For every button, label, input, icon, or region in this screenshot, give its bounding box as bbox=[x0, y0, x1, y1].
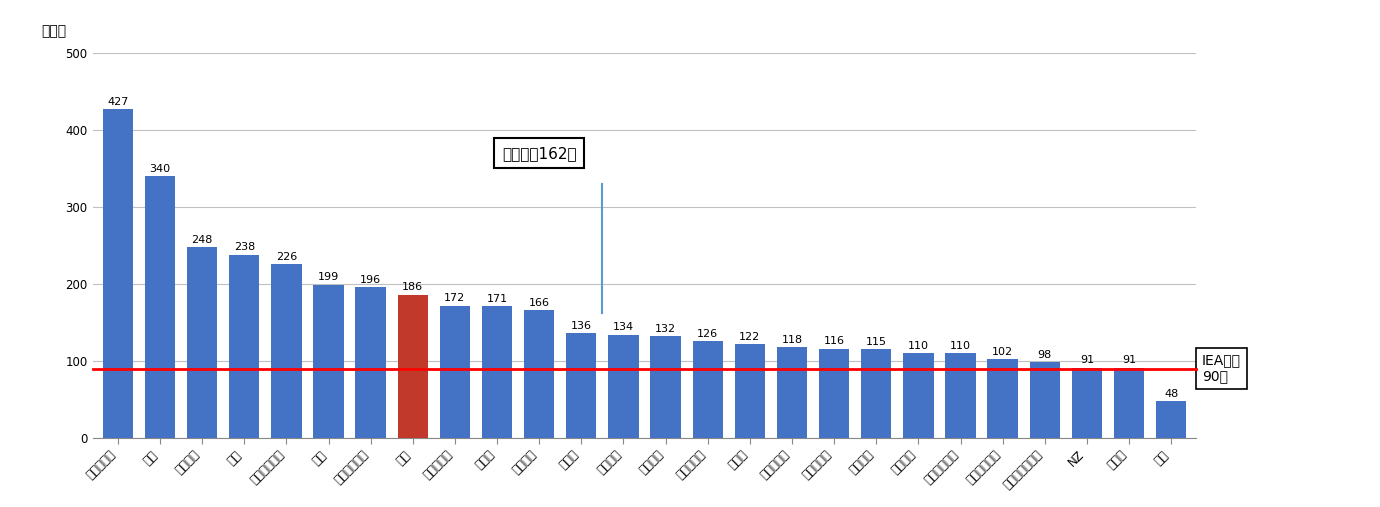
Text: 196: 196 bbox=[360, 275, 381, 285]
Bar bbox=[861, 349, 891, 438]
Text: 166: 166 bbox=[529, 298, 549, 308]
Text: 平均値：162日: 平均値：162日 bbox=[502, 146, 577, 161]
Text: 116: 116 bbox=[824, 336, 845, 346]
Bar bbox=[145, 176, 175, 438]
Bar bbox=[272, 264, 302, 438]
Bar bbox=[1029, 363, 1060, 438]
Text: 172: 172 bbox=[444, 293, 465, 303]
Text: 102: 102 bbox=[992, 347, 1013, 357]
Bar bbox=[734, 344, 765, 438]
Text: 126: 126 bbox=[697, 329, 718, 339]
Text: 427: 427 bbox=[108, 97, 128, 107]
Bar bbox=[988, 359, 1018, 438]
Text: 122: 122 bbox=[740, 332, 760, 342]
Text: 136: 136 bbox=[571, 321, 592, 331]
Bar bbox=[186, 247, 217, 438]
Text: IEA義務
90日: IEA義務 90日 bbox=[1202, 353, 1241, 384]
Bar bbox=[777, 347, 807, 438]
Text: 91: 91 bbox=[1122, 355, 1136, 366]
Bar bbox=[945, 353, 976, 438]
Bar bbox=[482, 306, 512, 438]
Text: 110: 110 bbox=[949, 341, 972, 351]
Bar bbox=[356, 287, 386, 438]
Text: 118: 118 bbox=[781, 335, 803, 345]
Bar bbox=[904, 353, 933, 438]
Text: 134: 134 bbox=[613, 322, 633, 333]
Bar bbox=[397, 295, 428, 438]
Bar bbox=[566, 333, 596, 438]
Text: 248: 248 bbox=[192, 235, 213, 245]
Text: 171: 171 bbox=[487, 294, 508, 304]
Text: 238: 238 bbox=[233, 242, 255, 252]
Text: 98: 98 bbox=[1038, 350, 1052, 360]
Bar bbox=[313, 285, 344, 438]
Bar bbox=[440, 306, 471, 438]
Bar bbox=[1072, 368, 1103, 438]
Text: 115: 115 bbox=[865, 337, 887, 347]
Bar bbox=[693, 341, 723, 438]
Y-axis label: （日）: （日） bbox=[41, 24, 66, 38]
Text: 186: 186 bbox=[402, 282, 424, 293]
Text: 48: 48 bbox=[1165, 388, 1179, 399]
Bar bbox=[609, 335, 639, 438]
Text: 91: 91 bbox=[1079, 355, 1094, 366]
Bar bbox=[1156, 401, 1187, 438]
Text: 340: 340 bbox=[149, 164, 171, 174]
Bar bbox=[650, 336, 680, 438]
Text: 199: 199 bbox=[317, 272, 339, 282]
Text: 132: 132 bbox=[656, 324, 676, 334]
Text: 110: 110 bbox=[908, 341, 929, 351]
Bar bbox=[524, 310, 555, 438]
Bar bbox=[102, 110, 132, 438]
Text: 226: 226 bbox=[276, 251, 297, 262]
Bar bbox=[818, 348, 849, 438]
Bar bbox=[1114, 368, 1144, 438]
Bar bbox=[229, 255, 259, 438]
